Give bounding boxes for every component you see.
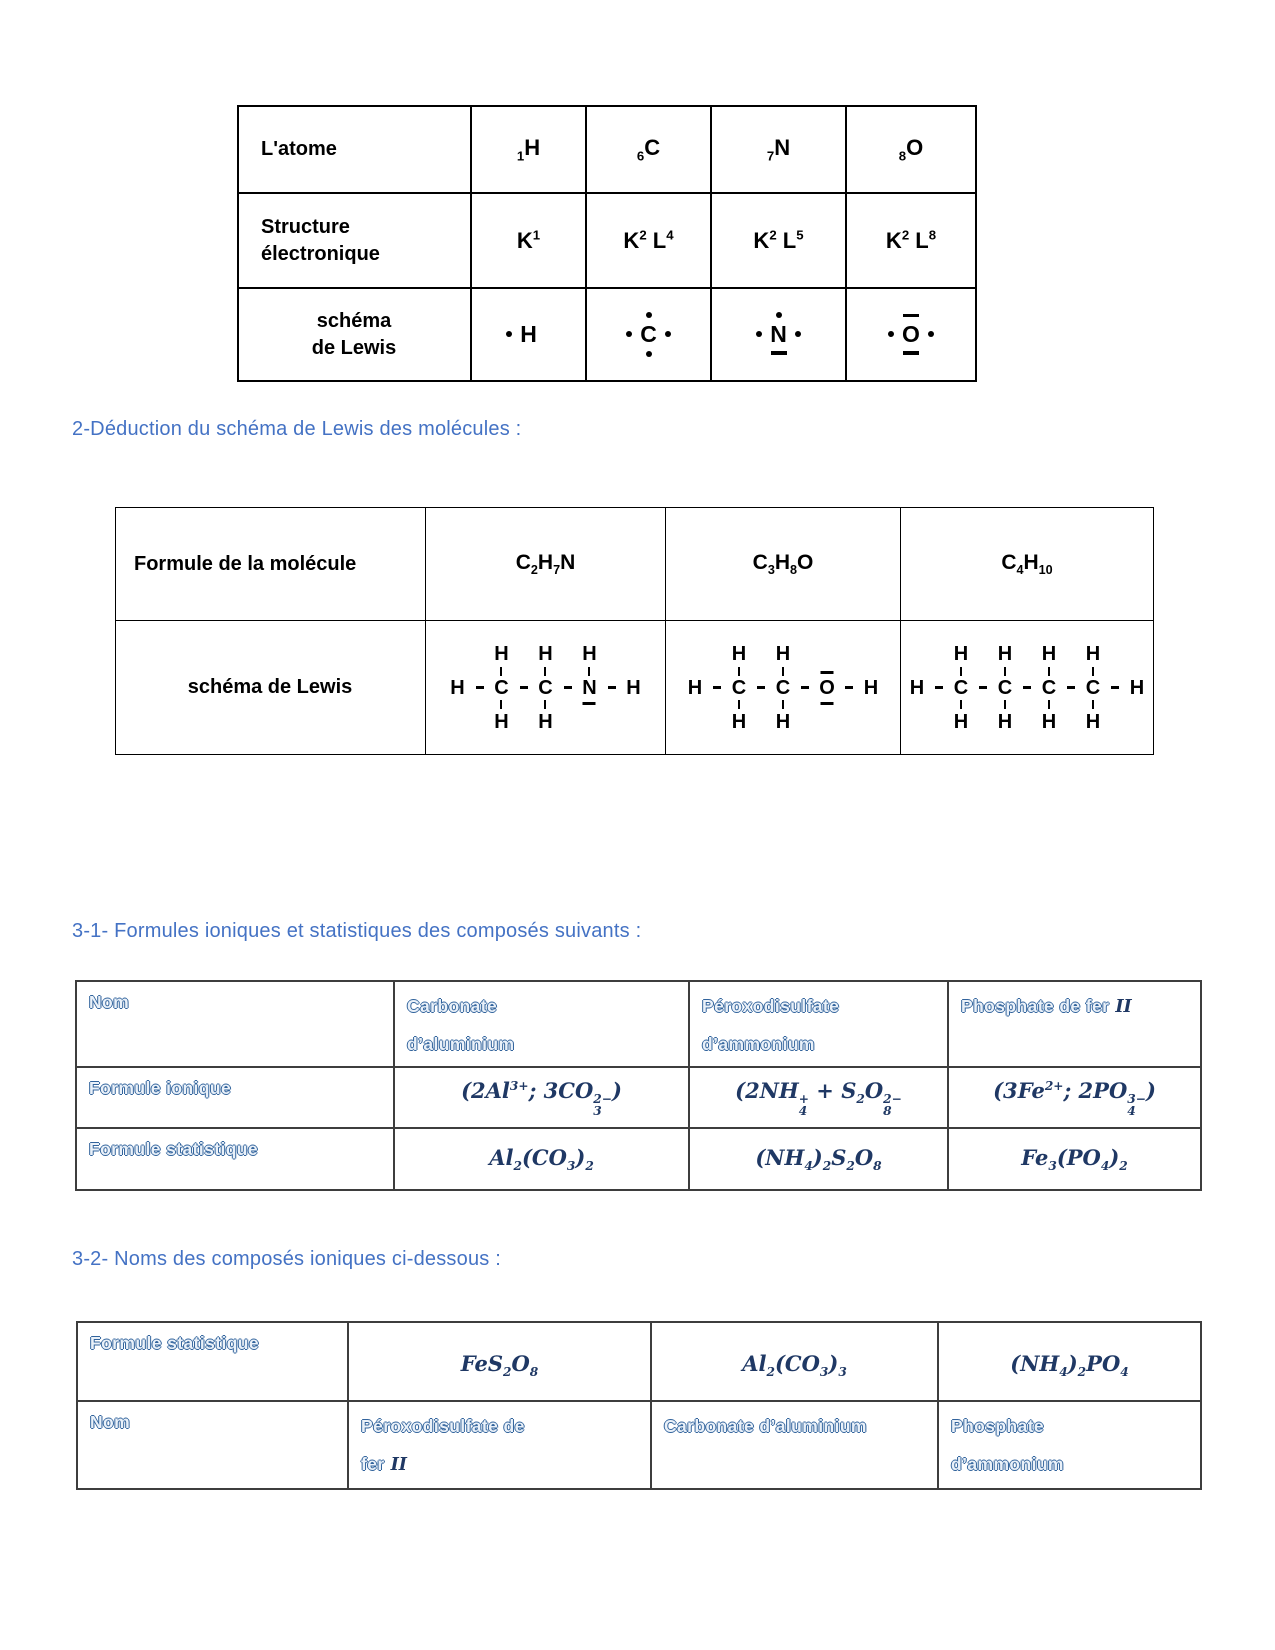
statistic-formula: FeS2O8	[460, 1350, 539, 1380]
structure-n: K2 L5	[753, 227, 804, 253]
structure-h-cell: K1	[470, 192, 587, 289]
naming-formula-row: Formule statistique FeS2O8 Al2(CO3)3 (NH…	[76, 1321, 1202, 1402]
atom-n-cell: 7N	[710, 105, 847, 194]
compound-name: Péroxodisulfate d’ammonium	[702, 996, 840, 1054]
formula-c3h8o: C3H8O	[752, 550, 814, 578]
name-row-label: Nom	[76, 1400, 349, 1490]
structure-o-cell: K2 L8	[845, 192, 977, 289]
compound-name: Carbonate d’aluminium	[407, 996, 515, 1054]
compound-name: Phosphate de fer	[961, 996, 1110, 1016]
formula-al2co33-cell: Al2(CO3)3	[650, 1321, 939, 1402]
ionic-formula-2-cell: (2NH +4 + S2O 2− 8	[688, 1066, 949, 1129]
name-peroxodisulfate-fer-cell: Péroxodisulfate de fer II	[347, 1400, 652, 1490]
atom-formula-n: 7N	[766, 135, 791, 164]
molecule-table: Formule de la molécule C2H7N C3H8O C4H10…	[115, 507, 1154, 755]
formula-nh42po4-cell: (NH4)2PO4	[937, 1321, 1202, 1402]
ionic-formula-1-cell: (2Al3+; 3CO 2− 3)	[393, 1066, 690, 1129]
structure-o: K2 L8	[885, 227, 937, 253]
statistic-formula-3-cell: Fe3(PO4)2	[947, 1127, 1202, 1191]
ionic-formula: (2Al3+; 3CO 2− 3)	[461, 1077, 622, 1118]
atom-c-cell: 6C	[585, 105, 712, 194]
statistic-formula: Al2(CO3)2	[489, 1144, 594, 1174]
atom-table: L'atome 1H 6C 7N 8O Structure électroniq…	[237, 105, 977, 382]
structure-c-cell: K2 L4	[585, 192, 712, 289]
compound-name: Carbonate d’aluminium	[664, 1416, 867, 1436]
compound-name: Péroxodisulfate de fer	[361, 1416, 525, 1474]
lewis-n-cell: N	[710, 287, 847, 382]
formula-c2h7n: C2H7N	[515, 550, 576, 578]
naming-table: Formule statistique FeS2O8 Al2(CO3)3 (NH…	[76, 1321, 1202, 1490]
formula-c4h10-cell: C4H10	[900, 507, 1154, 621]
formula-c2h7n-cell: C2H7N	[425, 507, 666, 621]
molecule-formula-label: Formule de la molécule	[115, 507, 426, 621]
lewis-diagram-n: N	[756, 311, 801, 355]
statistic-row-label: Formule statistique	[76, 1321, 349, 1402]
ionic-formula-row: Formule ionique (2Al3+; 3CO 2− 3) (2NH +4 +…	[75, 1066, 1202, 1129]
lewis-diagram-h: H	[506, 322, 537, 346]
atom-formula-o: 8O	[898, 135, 924, 164]
lewis-h-cell: H	[470, 287, 587, 382]
statistic-formula-2-cell: (NH4)2S2O8	[688, 1127, 949, 1191]
name-phosphate-cell: Phosphate de fer II	[947, 980, 1202, 1068]
statistic-row-label: Formule statistique	[75, 1127, 395, 1191]
molecule-formula-row: Formule de la molécule C2H7N C3H8O C4H10	[115, 507, 1154, 621]
formula-fes2o8-cell: FeS2O8	[347, 1321, 652, 1402]
name-peroxodisulfate-cell: Péroxodisulfate d’ammonium	[688, 980, 949, 1068]
name-row-label: Nom	[75, 980, 395, 1068]
naming-name-row: Nom Péroxodisulfate de fer II Carbonate d…	[76, 1400, 1202, 1490]
atom-formula-h: 1H	[516, 135, 541, 164]
lewis-diagram-o: O	[888, 313, 934, 355]
lewis-row-label: schéma de Lewis	[237, 287, 472, 382]
structure-n-cell: K2 L5	[710, 192, 847, 289]
roman-numeral: II	[1115, 997, 1132, 1017]
atom-row-label: L'atome	[237, 105, 472, 194]
name-phosphate-ammonium-cell: Phosphate d’ammonium	[937, 1400, 1202, 1490]
atom-formula-c: 6C	[636, 135, 661, 164]
statistic-formula-1-cell: Al2(CO3)2	[393, 1127, 690, 1191]
roman-numeral: II	[390, 1454, 407, 1475]
section-3-2-heading: 3-2- Noms des composés ioniques ci-desso…	[72, 1248, 501, 1270]
electronic-structure-row: Structure électronique K1 K2 L4 K2 L5 K2…	[237, 192, 977, 289]
lewis-diagram-c: C	[626, 311, 671, 357]
compound-name: Phosphate d’ammonium	[951, 1416, 1064, 1474]
ionic-formula-table: Nom Carbonate d’aluminium Péroxodisulfat…	[75, 980, 1202, 1191]
atom-symbol-row: L'atome 1H 6C 7N 8O	[237, 105, 977, 194]
structure-c: K2 L4	[623, 227, 674, 253]
statistic-formula: (NH4)2S2O8	[755, 1144, 882, 1174]
structure-row-label: Structure électronique	[237, 192, 472, 289]
ionic-formula: (3Fe2+; 2PO 3− 4)	[993, 1077, 1156, 1118]
name-carbonate-cell: Carbonate d’aluminium	[393, 980, 690, 1068]
formula-c4h10: C4H10	[1001, 550, 1053, 578]
section-3-1-heading: 3-1- Formules ioniques et statistiques d…	[72, 920, 642, 942]
statistic-formula: Al2(CO3)3	[742, 1350, 847, 1380]
atom-h-cell: 1H	[470, 105, 587, 194]
section-2-heading: 2-Déduction du schéma de Lewis des moléc…	[72, 418, 522, 440]
ionic-formula-3-cell: (3Fe2+; 2PO 3− 4)	[947, 1066, 1202, 1129]
ionic-row-label: Formule ionique	[75, 1066, 395, 1129]
lewis-o-cell: O	[845, 287, 977, 382]
ionic-formula: (2NH +4 + S2O 2− 8	[735, 1077, 902, 1118]
statistic-formula-row: Formule statistique Al2(CO3)2 (NH4)2S2O8…	[75, 1127, 1202, 1191]
formula-c3h8o-cell: C3H8O	[665, 507, 901, 621]
structure-h: K1	[516, 227, 541, 253]
atom-o-cell: 8O	[845, 105, 977, 194]
compound-name-row: Nom Carbonate d’aluminium Péroxodisulfat…	[75, 980, 1202, 1068]
lewis-scheme-row: schéma de Lewis H C N O	[237, 287, 977, 382]
statistic-formula: Fe3(PO4)2	[1021, 1144, 1128, 1174]
molecule-lewis-label: schéma de Lewis	[115, 620, 426, 755]
lewis-c-cell: C	[585, 287, 712, 382]
statistic-formula: (NH4)2PO4	[1010, 1350, 1129, 1380]
name-carbonate-cell: Carbonate d’aluminium	[650, 1400, 939, 1490]
